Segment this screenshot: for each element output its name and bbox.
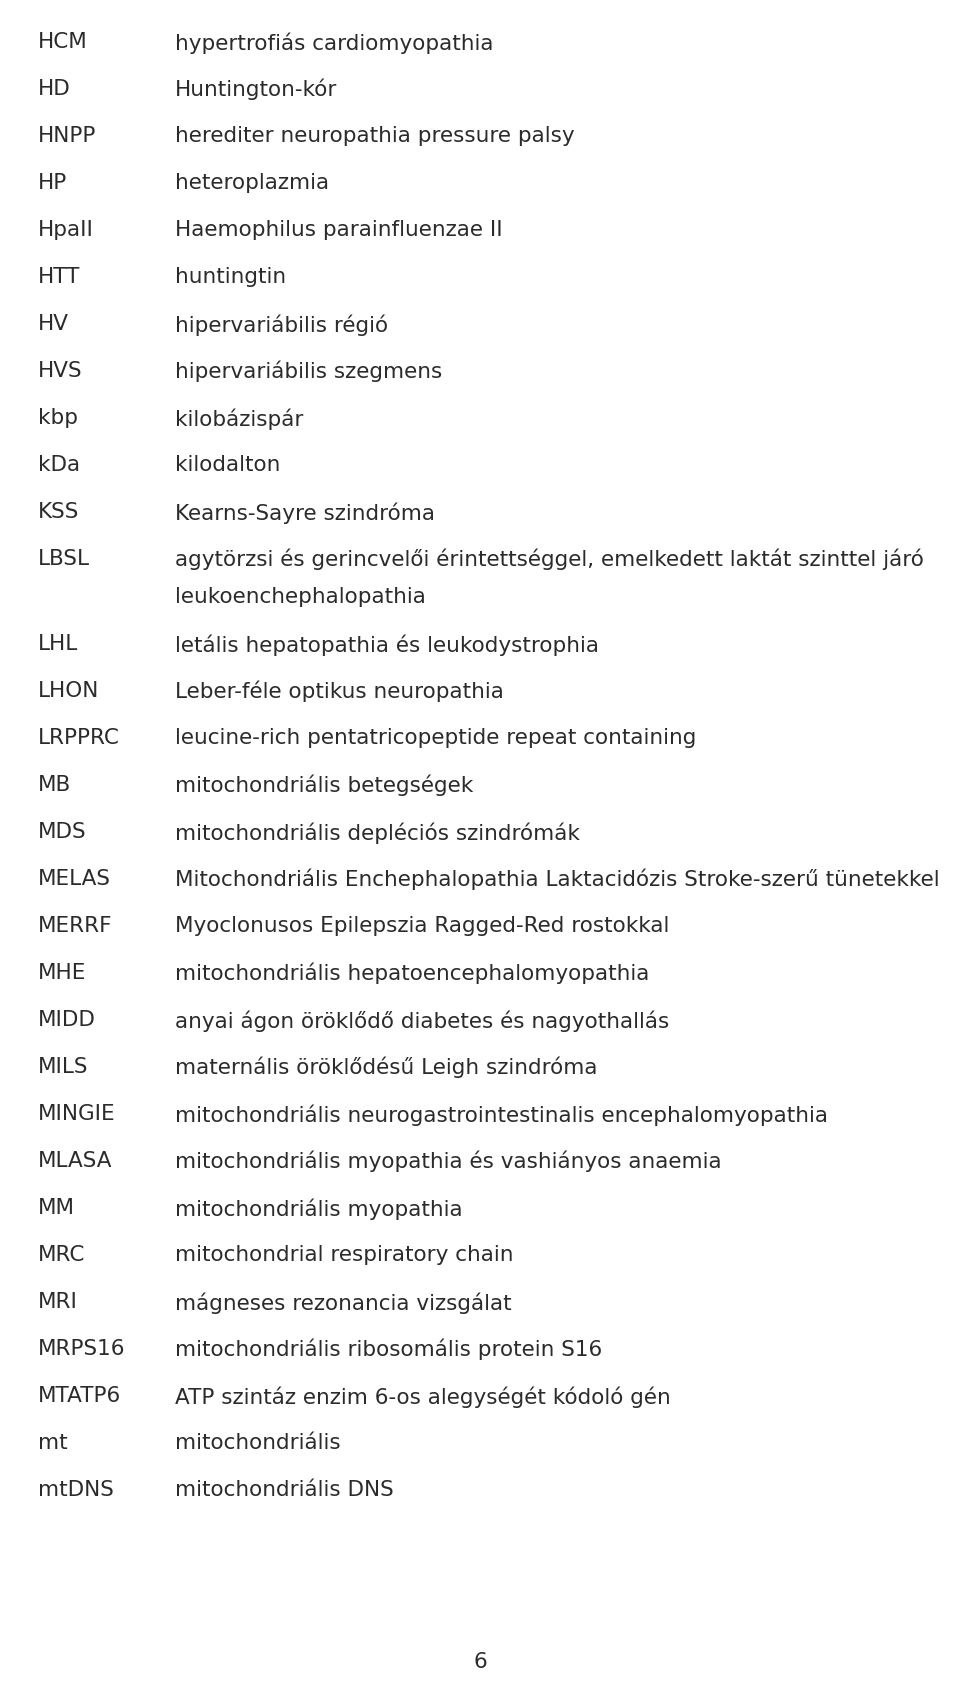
Text: mtDNS: mtDNS xyxy=(38,1481,114,1499)
Text: MM: MM xyxy=(38,1198,75,1219)
Text: 6: 6 xyxy=(473,1653,487,1671)
Text: LBSL: LBSL xyxy=(38,550,90,568)
Text: LHON: LHON xyxy=(38,681,100,701)
Text: mitochondriális hepatoencephalomyopathia: mitochondriális hepatoencephalomyopathia xyxy=(175,963,649,984)
Text: mitochondriális myopathia: mitochondriális myopathia xyxy=(175,1198,463,1220)
Text: Myoclonusos Epilepszia Ragged-Red rostokkal: Myoclonusos Epilepszia Ragged-Red rostok… xyxy=(175,916,669,936)
Text: hipervariábilis régió: hipervariábilis régió xyxy=(175,313,388,335)
Text: anyai ágon öröklődő diabetes és nagyothallás: anyai ágon öröklődő diabetes és nagyotha… xyxy=(175,1009,669,1031)
Text: mitochondriális betegségek: mitochondriális betegségek xyxy=(175,774,473,797)
Text: mitochondriális myopathia és vashiányos anaemia: mitochondriális myopathia és vashiányos … xyxy=(175,1151,722,1173)
Text: HCM: HCM xyxy=(38,32,87,53)
Text: HpaII: HpaII xyxy=(38,220,94,240)
Text: kilobázispár: kilobázispár xyxy=(175,408,303,429)
Text: mitochondriális depléciós szindrómák: mitochondriális depléciós szindrómák xyxy=(175,822,580,844)
Text: kDa: kDa xyxy=(38,454,80,475)
Text: leukoenchephalopathia: leukoenchephalopathia xyxy=(175,587,426,608)
Text: MB: MB xyxy=(38,774,71,795)
Text: hipervariábilis szegmens: hipervariábilis szegmens xyxy=(175,361,443,383)
Text: MTATP6: MTATP6 xyxy=(38,1385,121,1406)
Text: MDS: MDS xyxy=(38,822,86,842)
Text: Leber-féle optikus neuropathia: Leber-féle optikus neuropathia xyxy=(175,681,504,703)
Text: mágneses rezonancia vizsgálat: mágneses rezonancia vizsgálat xyxy=(175,1292,512,1314)
Text: maternális öröklődésű Leigh szindróma: maternális öröklődésű Leigh szindróma xyxy=(175,1057,597,1079)
Text: kilodalton: kilodalton xyxy=(175,454,280,475)
Text: KSS: KSS xyxy=(38,502,80,523)
Text: letális hepatopathia és leukodystrophia: letális hepatopathia és leukodystrophia xyxy=(175,635,599,655)
Text: HD: HD xyxy=(38,78,71,99)
Text: MILS: MILS xyxy=(38,1057,88,1077)
Text: agytörzsi és gerincvelői érintettséggel, emelkedett laktát szinttel járó: agytörzsi és gerincvelői érintettséggel,… xyxy=(175,550,924,570)
Text: MRPS16: MRPS16 xyxy=(38,1339,126,1358)
Text: mitochondriális DNS: mitochondriális DNS xyxy=(175,1481,394,1499)
Text: MHE: MHE xyxy=(38,963,86,984)
Text: herediter neuropathia pressure palsy: herediter neuropathia pressure palsy xyxy=(175,126,575,146)
Text: HV: HV xyxy=(38,313,69,334)
Text: Huntington-kór: Huntington-kór xyxy=(175,78,337,100)
Text: ATP szintáz enzim 6-os alegységét kódoló gén: ATP szintáz enzim 6-os alegységét kódoló… xyxy=(175,1385,671,1408)
Text: MIDD: MIDD xyxy=(38,1009,96,1030)
Text: LHL: LHL xyxy=(38,635,79,654)
Text: MERRF: MERRF xyxy=(38,916,112,936)
Text: huntingtin: huntingtin xyxy=(175,267,286,288)
Text: leucine-rich pentatricopeptide repeat containing: leucine-rich pentatricopeptide repeat co… xyxy=(175,728,696,747)
Text: Mitochondriális Enchephalopathia Laktacidózis Stroke-szerű tünetekkel: Mitochondriális Enchephalopathia Laktaci… xyxy=(175,870,940,890)
Text: mt: mt xyxy=(38,1433,67,1454)
Text: mitochondriális neurogastrointestinalis encephalomyopathia: mitochondriális neurogastrointestinalis … xyxy=(175,1105,828,1125)
Text: LRPPRC: LRPPRC xyxy=(38,728,120,747)
Text: mitochondrial respiratory chain: mitochondrial respiratory chain xyxy=(175,1244,514,1265)
Text: HTT: HTT xyxy=(38,267,81,288)
Text: hypertrofiás cardiomyopathia: hypertrofiás cardiomyopathia xyxy=(175,32,493,53)
Text: Haemophilus parainfluenzae II: Haemophilus parainfluenzae II xyxy=(175,220,503,240)
Text: mitochondriális ribosomális protein S16: mitochondriális ribosomális protein S16 xyxy=(175,1339,602,1360)
Text: HP: HP xyxy=(38,174,67,192)
Text: mitochondriális: mitochondriális xyxy=(175,1433,341,1454)
Text: MELAS: MELAS xyxy=(38,870,111,888)
Text: MLASA: MLASA xyxy=(38,1151,112,1171)
Text: Kearns-Sayre szindróma: Kearns-Sayre szindróma xyxy=(175,502,435,524)
Text: MRC: MRC xyxy=(38,1244,85,1265)
Text: heteroplazmia: heteroplazmia xyxy=(175,174,329,192)
Text: MRI: MRI xyxy=(38,1292,78,1312)
Text: HNPP: HNPP xyxy=(38,126,96,146)
Text: kbp: kbp xyxy=(38,408,78,427)
Text: HVS: HVS xyxy=(38,361,83,381)
Text: MINGIE: MINGIE xyxy=(38,1105,115,1123)
